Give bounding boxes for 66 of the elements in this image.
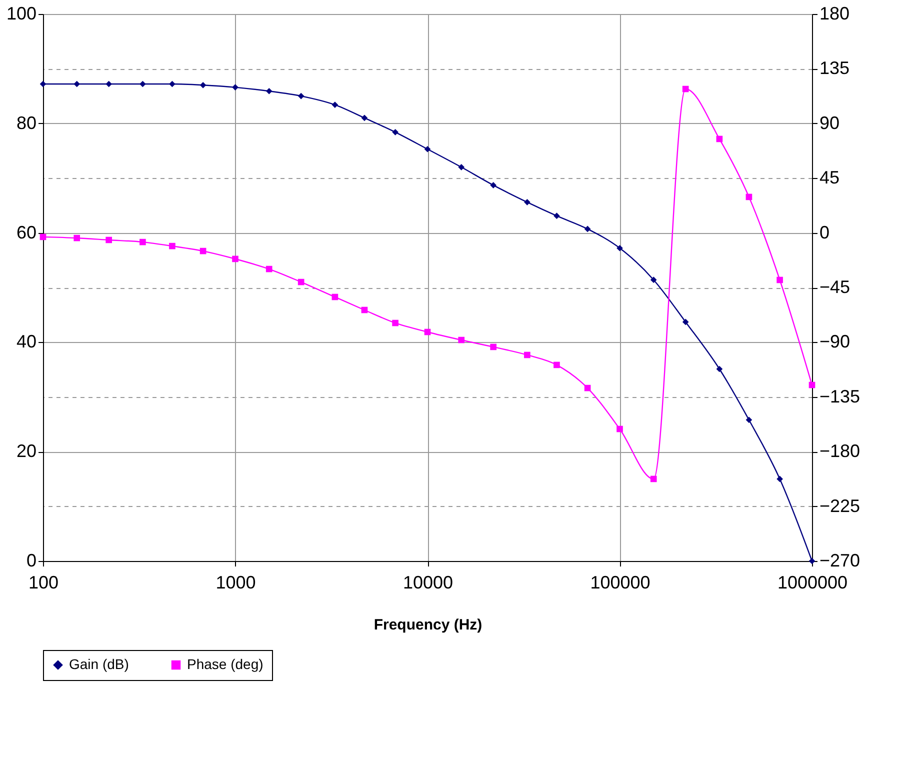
y-tick-label: 100	[6, 4, 36, 24]
point	[169, 80, 176, 88]
point	[616, 426, 623, 432]
y-tick-label: 60	[16, 222, 36, 242]
point	[298, 278, 304, 286]
point	[554, 362, 560, 368]
point	[232, 256, 238, 262]
legend-label: Gain (dB)	[69, 656, 129, 672]
y2-tick-label: −90	[820, 332, 850, 352]
point	[106, 236, 112, 244]
x-axis-title: Frequency (Hz)	[374, 616, 482, 634]
y2-tick-label: 180	[820, 4, 850, 24]
point	[808, 558, 816, 564]
y-tick-label: 20	[16, 441, 36, 462]
legend-label: Phase (deg)	[187, 656, 264, 672]
point	[232, 84, 238, 90]
point	[616, 244, 623, 252]
point	[169, 242, 176, 250]
y2-tick-label: −180	[820, 441, 860, 462]
point	[392, 128, 398, 136]
y2-tick-label: 135	[820, 58, 850, 78]
point	[776, 476, 783, 482]
point	[266, 266, 272, 272]
y-tick-label: 0	[26, 550, 36, 570]
point	[361, 114, 368, 122]
point	[106, 80, 112, 88]
point	[746, 416, 752, 424]
point	[392, 320, 398, 326]
point	[200, 82, 206, 88]
point	[74, 234, 80, 242]
point	[458, 336, 465, 344]
point	[650, 276, 657, 284]
x-tick-label: 100000	[590, 572, 650, 592]
x-tick-label: 1000000	[777, 572, 848, 592]
point	[74, 80, 80, 88]
x-tick-label: 1000	[216, 572, 256, 592]
point	[424, 328, 431, 336]
y2-tick-label: −135	[820, 386, 860, 406]
y-tick-label: 80	[16, 112, 36, 133]
point	[584, 384, 591, 392]
point	[682, 318, 689, 326]
point	[808, 382, 816, 388]
y2-tick-label: −45	[820, 277, 850, 297]
point	[424, 146, 431, 152]
point	[746, 194, 752, 200]
y2-tick-label: −270	[820, 550, 860, 570]
point	[200, 248, 206, 254]
y2-tick-label: 90	[820, 112, 840, 133]
y2-tick-label: −225	[820, 496, 860, 516]
point	[490, 182, 496, 188]
y-tick-label: 40	[16, 332, 36, 352]
point	[584, 226, 591, 232]
point	[40, 80, 46, 88]
point	[490, 344, 496, 350]
y2-tick-label: 45	[820, 168, 840, 188]
point	[298, 92, 304, 100]
point	[266, 88, 272, 94]
x-tick-label: 10000	[402, 572, 454, 592]
point	[361, 306, 368, 314]
y2-tick-label: 0	[820, 222, 830, 242]
point	[554, 212, 560, 220]
point	[458, 164, 465, 170]
point	[650, 476, 657, 482]
point	[682, 86, 689, 92]
point	[776, 276, 783, 284]
point	[40, 234, 46, 240]
